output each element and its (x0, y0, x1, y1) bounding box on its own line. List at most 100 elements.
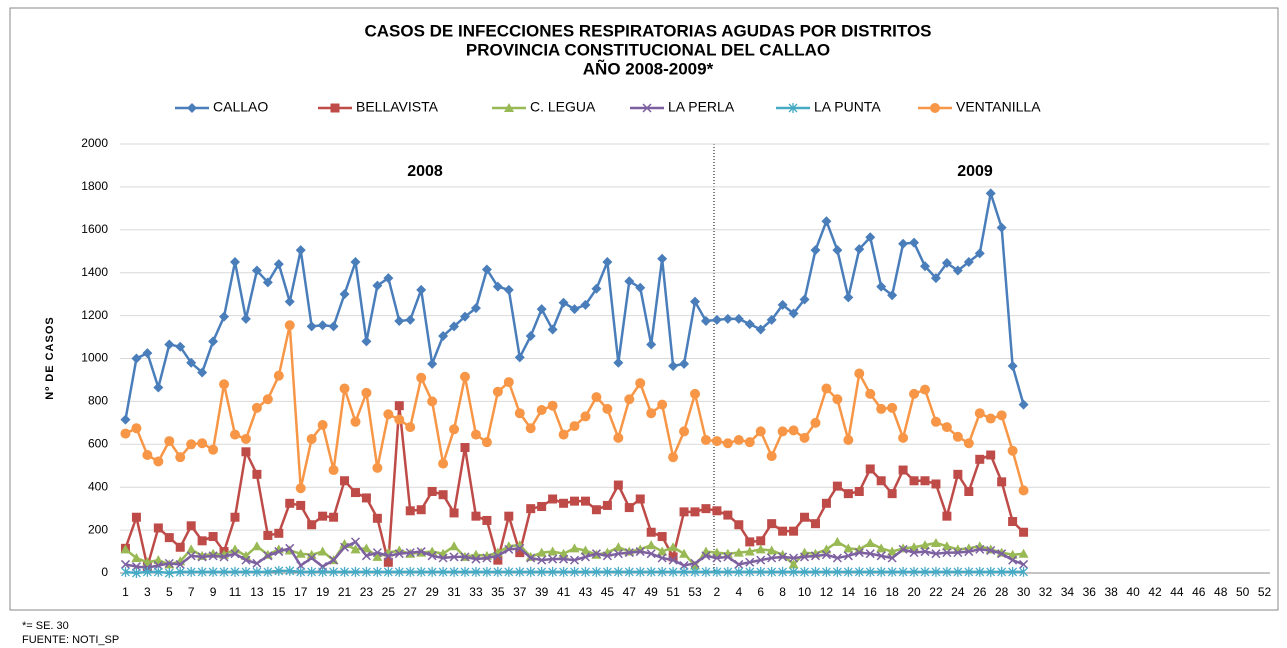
marker (975, 544, 985, 554)
marker (569, 304, 580, 315)
marker (438, 330, 449, 341)
marker (559, 566, 569, 577)
legend-label: LA PUNTA (814, 99, 881, 115)
marker (317, 419, 328, 430)
marker (778, 552, 788, 562)
marker (887, 566, 897, 577)
marker (295, 548, 306, 558)
marker (175, 559, 185, 569)
y-tick-label: 800 (88, 394, 108, 408)
marker (197, 552, 207, 562)
marker (832, 394, 843, 405)
marker (251, 402, 262, 413)
marker (854, 486, 864, 496)
y-tick-label: 1800 (81, 179, 108, 193)
marker (197, 367, 208, 378)
x-tick-label: 3 (144, 585, 151, 599)
marker (219, 379, 230, 390)
marker (679, 560, 689, 571)
series-group (121, 565, 1029, 578)
marker (788, 559, 799, 569)
marker (821, 566, 831, 577)
marker (755, 544, 766, 554)
marker (394, 315, 405, 326)
marker (975, 566, 985, 577)
x-tick-label: 2 (714, 585, 721, 599)
marker (996, 410, 1007, 421)
marker (317, 320, 328, 331)
marker (755, 426, 766, 437)
marker (394, 401, 404, 411)
x-tick-label: 14 (842, 585, 856, 599)
marker (789, 553, 799, 563)
marker (536, 404, 547, 415)
marker (952, 431, 963, 442)
marker (657, 566, 667, 577)
marker (285, 565, 295, 576)
marker (668, 566, 678, 577)
marker (481, 264, 492, 275)
marker (843, 543, 854, 553)
x-tick-label: 50 (1236, 585, 1250, 599)
marker (876, 403, 887, 414)
marker (920, 384, 930, 395)
marker (624, 276, 635, 287)
marker (930, 537, 941, 547)
marker (580, 545, 591, 555)
y-tick-label: 1400 (81, 265, 108, 279)
chart-title: CASOS DE INFECCIONES RESPIRATORIAS AGUDA… (364, 21, 931, 40)
marker (789, 526, 799, 536)
marker (580, 552, 591, 562)
x-tick-label: 28 (995, 585, 1009, 599)
marker (865, 566, 875, 577)
marker (131, 353, 142, 364)
x-tick-label: 1 (122, 585, 129, 599)
x-tick-label: 33 (469, 585, 483, 599)
marker (679, 507, 689, 517)
marker (832, 553, 842, 563)
marker (383, 566, 393, 577)
marker (186, 357, 197, 368)
x-tick-label: 46 (1192, 585, 1206, 599)
marker (230, 549, 240, 559)
marker (679, 566, 689, 577)
marker (941, 258, 952, 269)
source-note: FUENTE: NOTI_SP (22, 634, 119, 646)
marker (810, 551, 821, 561)
marker (624, 566, 634, 577)
marker (361, 543, 372, 553)
marker (120, 428, 131, 439)
marker (964, 566, 974, 577)
marker (547, 324, 558, 335)
marker (307, 553, 317, 563)
x-tick-label: 45 (601, 585, 615, 599)
marker (635, 547, 645, 557)
marker (635, 566, 645, 577)
marker (186, 439, 197, 450)
marker (974, 248, 985, 259)
marker (537, 502, 547, 512)
marker (734, 559, 744, 569)
marker (329, 555, 339, 565)
marker (821, 498, 831, 508)
marker (745, 537, 755, 547)
marker (646, 408, 657, 419)
marker (295, 483, 306, 494)
marker (296, 500, 306, 510)
y-tick-label: 0 (101, 565, 108, 579)
marker (712, 566, 722, 577)
x-tick-label: 6 (757, 585, 764, 599)
marker (569, 555, 580, 565)
series-group (120, 537, 1029, 573)
marker (789, 566, 799, 577)
x-tick-label: 42 (1148, 585, 1162, 599)
marker (821, 216, 832, 227)
marker (438, 458, 449, 469)
marker (766, 545, 777, 555)
marker (986, 545, 996, 556)
marker (591, 505, 601, 515)
marker (668, 555, 678, 565)
marker (394, 414, 405, 425)
marker (941, 422, 952, 433)
x-tick-label: 7 (188, 585, 195, 599)
